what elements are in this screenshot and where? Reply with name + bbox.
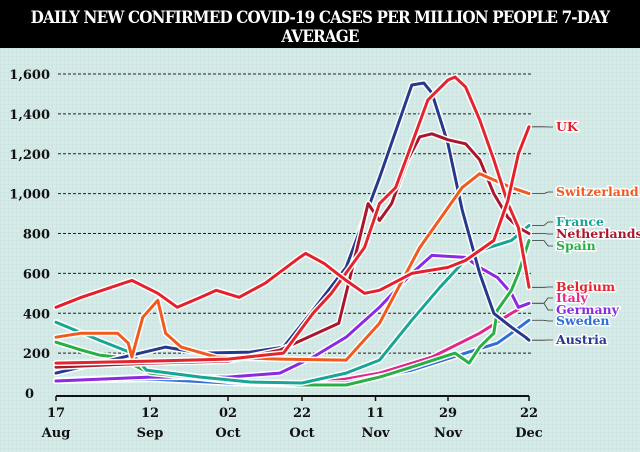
label-leader (532, 233, 553, 235)
y-tick-label: 0 (25, 387, 34, 402)
y-axis: 0 200 400 600 800 1,000 1,200 1,400 1,600 (9, 68, 50, 402)
chart-title: DAILY NEW CONFIRMED COVID-19 CASES PER M… (30, 8, 610, 46)
x-tick-day: 17 (47, 406, 65, 421)
label-leader (532, 302, 553, 311)
series-austria (53, 80, 532, 377)
x-tick-month: Dec (515, 426, 543, 441)
chart-header: DAILY NEW CONFIRMED COVID-19 CASES PER M… (0, 0, 640, 48)
x-tick-month: Nov (361, 426, 390, 441)
x-tick-day: 11 (366, 406, 384, 421)
series-uk (53, 123, 532, 311)
series-label-spain: Spain (556, 238, 596, 253)
y-tick-label: 1,200 (9, 148, 50, 163)
y-tick-label: 1,600 (9, 68, 50, 83)
grid-background (0, 48, 640, 452)
x-tick-day: 22 (520, 406, 538, 421)
series-label-sweden: Sweden (556, 313, 610, 328)
series-label-netherlands: Netherlands (556, 226, 640, 241)
y-tick-label: 600 (23, 267, 50, 282)
x-tick-month: Oct (215, 426, 240, 441)
x-tick-day: 29 (439, 406, 457, 421)
label-leader (532, 319, 553, 322)
label-leader (532, 240, 553, 247)
x-tick-day: 02 (219, 406, 237, 421)
x-tick-month: Nov (434, 426, 463, 441)
y-tick-label: 800 (23, 228, 50, 243)
x-axis: 17 Aug 12 Sep 02 Oct 22 Oct 11 Nov 29 Nov 22 Dec (41, 395, 543, 441)
series-line-belgium (54, 75, 531, 365)
series-label-germany: Germany (556, 302, 620, 317)
series-lines (53, 74, 532, 388)
y-tick-label: 1,000 (9, 188, 50, 203)
series-belgium (53, 74, 532, 367)
x-tick-month: Oct (289, 426, 314, 441)
label-leader (532, 221, 553, 226)
series-label-belgium: Belgium (556, 279, 615, 294)
label-leader (532, 191, 553, 195)
series-label-italy: Italy (556, 290, 588, 305)
x-tick-month: Sep (137, 426, 164, 441)
series-label-austria: Austria (555, 332, 607, 347)
x-tick-day: 12 (141, 406, 159, 421)
series-label-switzerland: Switzerland (556, 184, 639, 199)
y-tick-label: 1,400 (9, 108, 50, 123)
x-tick-day: 22 (293, 406, 311, 421)
x-tick-month: Aug (41, 426, 71, 441)
series-line-austria (54, 81, 531, 375)
series-label-uk: UK (556, 119, 579, 134)
series-label-france: France (556, 214, 604, 229)
y-tick-label: 200 (23, 347, 50, 362)
y-tick-label: 400 (23, 307, 50, 322)
series-line-uk (54, 125, 531, 309)
